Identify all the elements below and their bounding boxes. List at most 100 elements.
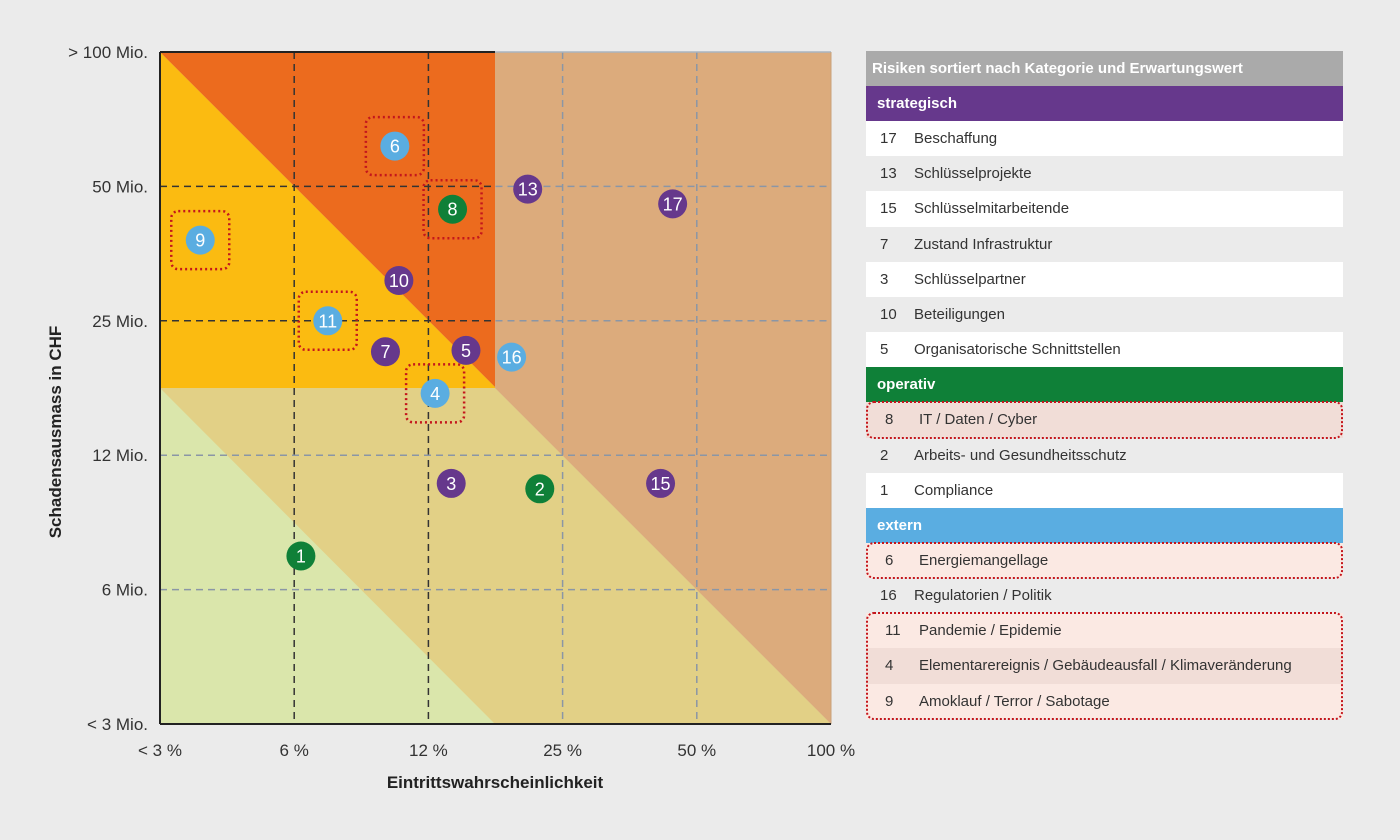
risk-point-marker (438, 194, 468, 224)
legend-item: 3 Schlüsselpartner (866, 261, 1343, 297)
risk-point-marker (451, 335, 481, 365)
zone-mid (160, 52, 495, 388)
risk-point-marker (380, 131, 410, 161)
x-axis-title: Eintrittswahrscheinlichkeit (387, 773, 604, 792)
grid-lines (160, 52, 831, 724)
zone-high-light (495, 52, 831, 724)
legend-item: 9 Amoklauf / Terror / Sabotage (866, 683, 1343, 719)
y-axis-title: Schadensausmass in CHF (46, 326, 65, 539)
legend-item: 16 Regulatorien / Politik (866, 578, 1343, 614)
legend-item-number: 17 (880, 130, 897, 147)
legend-item: 5 Organisatorische Schnittstellen (866, 332, 1343, 368)
legend-item-number: 16 (880, 587, 897, 605)
y-tick-label: 50 Mio. (92, 177, 148, 196)
legend-item: 17 Beschaffung (866, 121, 1343, 157)
highlight-box (364, 115, 426, 177)
risk-point: 13 (513, 174, 543, 204)
x-tick-label: 25 % (543, 741, 582, 760)
risk-point-label: 4 (430, 384, 440, 404)
risk-point-marker (497, 342, 527, 372)
y-tick-label: < 3 Mio. (87, 715, 148, 734)
risk-point: 9 (185, 225, 215, 255)
risk-point-marker (384, 265, 414, 295)
risk-point: 15 (646, 468, 676, 498)
risk-point: 4 (420, 378, 450, 408)
legend-item-label: Schlüsselpartner (914, 270, 1026, 288)
highlight-boxes (170, 115, 483, 424)
x-axis-ticks: < 3 % 6 % 12 % 25 % 50 % 100 % (138, 741, 855, 760)
legend-item-label: Zustand Infrastruktur (914, 235, 1053, 253)
risk-point-label: 9 (195, 231, 205, 251)
risk-point-marker (313, 306, 343, 336)
risk-point-label: 5 (461, 341, 471, 361)
risk-legend: Risiken sortiert nach Kategorie und Erwa… (866, 51, 1343, 719)
legend-item-number: 8 (885, 411, 894, 429)
legend-item-label: Beteiligungen (914, 305, 1005, 323)
legend-item-number: 15 (880, 200, 897, 218)
legend-item: 10 Beteiligungen (866, 296, 1343, 333)
x-tick-label: 12 % (409, 741, 448, 760)
risk-point-marker (370, 337, 400, 367)
risk-point-marker (513, 174, 543, 204)
risk-point: 2 (525, 474, 555, 504)
risk-point: 3 (436, 468, 466, 498)
legend-item-number: 2 (880, 446, 889, 464)
risk-matrix-chart: < 3 Mio. 6 Mio. 12 Mio. 25 Mio. 50 Mio. > 100… (46, 43, 855, 792)
risk-point: 1 (286, 541, 316, 571)
risk-point-marker (658, 189, 688, 219)
zone-mid-light (160, 388, 831, 724)
legend-category-operativ: operativ (866, 367, 1343, 403)
legend-item-label: Regulatorien / Politik (914, 587, 1052, 605)
risk-point-marker (646, 468, 676, 498)
risk-points: 1 2 3 4 5 6 7 8 9 10 11 13 15 16 17 (185, 131, 688, 571)
risk-point-label: 16 (502, 348, 522, 368)
risk-point-label: 13 (518, 180, 538, 200)
legend-item-label: Amoklauf / Terror / Sabotage (919, 692, 1110, 710)
legend-item: 1 Compliance (866, 472, 1343, 508)
risk-point: 10 (384, 265, 414, 295)
x-tick-label: 100 % (807, 741, 855, 760)
legend-item-number: 1 (880, 481, 889, 499)
legend-category-strategisch: strategisch (866, 86, 1343, 121)
legend-item: 8 IT / Daten / Cyber (866, 402, 1343, 438)
risk-point-label: 11 (318, 311, 337, 331)
risk-point-marker (286, 541, 316, 571)
risk-point-label: 6 (390, 137, 400, 157)
risk-point-label: 15 (651, 474, 671, 494)
legend-item-label: Elementarereignis / Gebäudeausfall / Kli… (919, 657, 1292, 675)
legend-item-label: Schlüsselprojekte (914, 165, 1032, 183)
legend-item-label: Pandemie / Epidemie (919, 622, 1062, 640)
legend-item-number: 10 (880, 305, 897, 323)
y-tick-label: 12 Mio. (92, 446, 148, 465)
legend-item: 11 Pandemie / Epidemie (866, 613, 1343, 649)
risk-point: 7 (370, 337, 400, 367)
legend-category-extern: extern (866, 507, 1343, 543)
risk-point-label: 3 (446, 474, 456, 494)
x-tick-label: 50 % (677, 741, 716, 760)
legend-item: 15 Schlüsselmitarbeitende (866, 191, 1343, 227)
legend-body: strategisch 17 Beschaffung 13 Schlüsselproje… (866, 86, 1343, 719)
legend-item-label: Arbeits- und Gesundheitsschutz (914, 446, 1127, 464)
risk-point: 8 (438, 194, 468, 224)
highlight-box (297, 290, 358, 352)
legend-item: 2 Arbeits- und Gesundheitsschutz (866, 437, 1343, 473)
axes (159, 51, 832, 725)
legend-item-label: Beschaffung (914, 130, 998, 147)
risk-point: 16 (497, 342, 527, 372)
legend-item-number: 7 (880, 235, 889, 253)
risk-point-marker (525, 474, 555, 504)
legend-item-label: Schlüsselmitarbeitende (914, 200, 1070, 218)
legend-item-number: 11 (885, 622, 901, 640)
risk-point-label: 17 (663, 194, 683, 214)
zone-high (160, 52, 495, 387)
x-tick-label: 6 % (280, 741, 309, 760)
risk-point-label: 1 (296, 547, 306, 567)
risk-zones (160, 52, 831, 724)
legend-item-number: 4 (885, 657, 894, 675)
x-tick-label: < 3 % (138, 741, 182, 760)
legend-item-number: 3 (880, 270, 889, 288)
legend-item-number: 13 (880, 165, 897, 183)
risk-point-label: 8 (448, 200, 458, 220)
legend-item-label: Energiemangellage (919, 551, 1049, 569)
risk-point-marker (436, 468, 466, 498)
